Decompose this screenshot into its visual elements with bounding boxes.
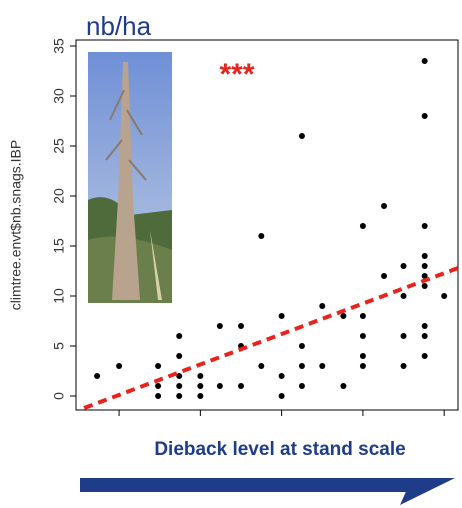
trend-line	[83, 266, 459, 410]
arrow	[80, 478, 455, 505]
photo	[88, 52, 172, 303]
x-axis-label: Dieback level at stand scale	[154, 439, 405, 460]
point	[400, 293, 407, 299]
point	[237, 323, 244, 329]
y-tick-label: 30	[51, 88, 67, 104]
point	[381, 273, 388, 279]
y-tick-label: 0	[51, 392, 67, 400]
point	[298, 343, 305, 349]
point	[258, 233, 265, 239]
point	[298, 383, 305, 389]
point	[381, 203, 388, 209]
point	[340, 383, 347, 389]
point	[359, 363, 366, 369]
point	[298, 133, 305, 139]
point	[421, 353, 428, 359]
point	[155, 383, 162, 389]
point	[216, 383, 223, 389]
point	[176, 373, 183, 379]
point	[298, 363, 305, 369]
chart-title: nb/ha	[86, 11, 152, 41]
point	[258, 363, 265, 369]
point	[278, 373, 285, 379]
point	[197, 373, 204, 379]
point	[278, 313, 285, 319]
point	[216, 323, 223, 329]
y-tick-label: 35	[51, 38, 67, 54]
y-tick-label: 15	[51, 238, 67, 254]
y-tick-label: 20	[51, 188, 67, 204]
point	[237, 383, 244, 389]
point	[421, 323, 428, 329]
point	[359, 333, 366, 339]
point	[421, 333, 428, 339]
point	[340, 313, 347, 319]
point	[421, 253, 428, 259]
point	[421, 263, 428, 269]
significance: ***	[219, 58, 254, 91]
point	[176, 383, 183, 389]
point	[359, 223, 366, 229]
plot-frame	[75, 39, 459, 411]
point	[155, 363, 162, 369]
point	[94, 373, 101, 379]
point	[319, 363, 326, 369]
point	[116, 363, 123, 369]
point	[421, 223, 428, 229]
point	[176, 333, 183, 339]
point	[359, 313, 366, 319]
point	[197, 393, 204, 399]
point	[155, 393, 162, 399]
point	[278, 393, 285, 399]
point	[359, 353, 366, 359]
point	[421, 283, 428, 289]
y-tick-label: 25	[51, 138, 67, 154]
y-tick-label: 10	[51, 288, 67, 304]
point	[400, 263, 407, 269]
point	[421, 113, 428, 119]
point	[421, 58, 428, 64]
point	[176, 353, 183, 359]
point	[400, 363, 407, 369]
y-tick-label: 5	[51, 342, 67, 350]
point	[400, 333, 407, 339]
point	[176, 393, 183, 399]
point	[319, 303, 326, 309]
point	[441, 293, 448, 299]
point	[421, 273, 428, 279]
point	[197, 383, 204, 389]
y-axis-label: climtree.envt$nb.snags.IBP	[8, 140, 24, 310]
